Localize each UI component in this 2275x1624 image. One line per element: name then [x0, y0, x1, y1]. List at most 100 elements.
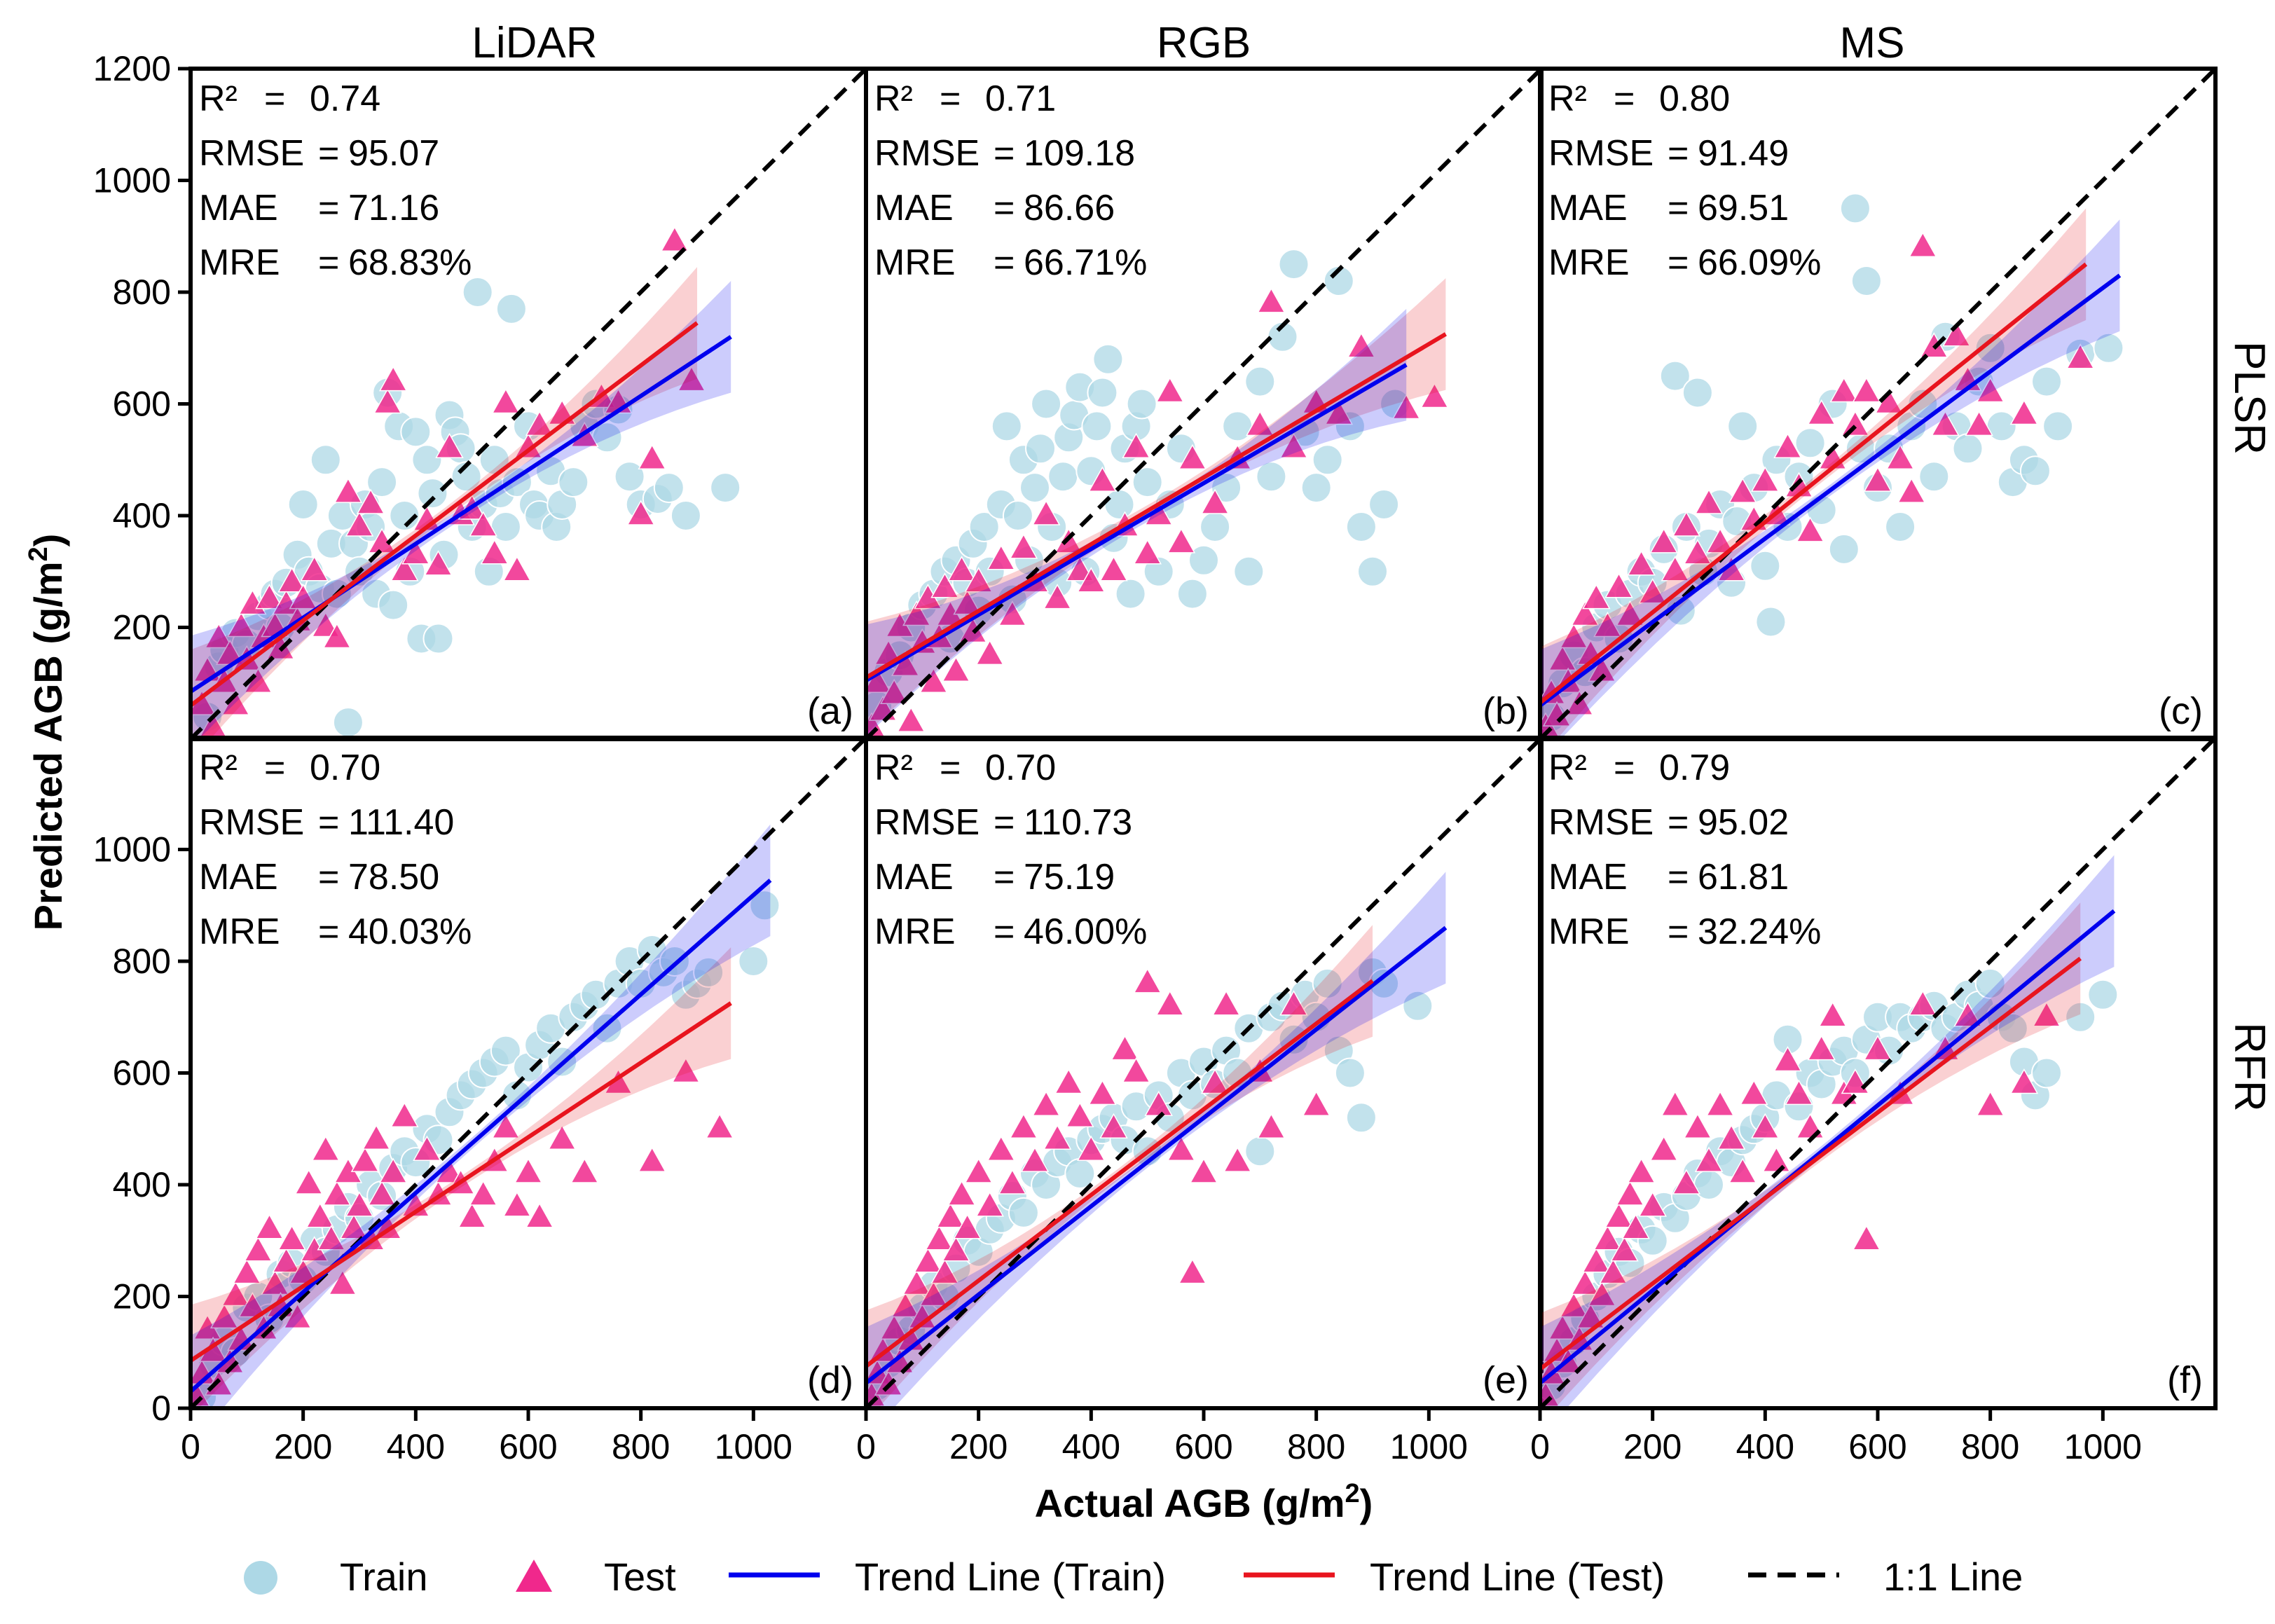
trend-line-test: [1540, 956, 2082, 1371]
stat-label: MAE: [199, 188, 278, 228]
trend-line-train: [866, 363, 1408, 682]
test-point: [925, 1225, 954, 1251]
x-tick-label: 400: [1736, 1427, 1794, 1466]
test-point: [305, 1202, 335, 1228]
test-point: [1122, 1057, 1150, 1083]
train-point: [378, 589, 409, 621]
train-point: [1345, 511, 1377, 542]
test-point: [255, 1213, 284, 1239]
train-point: [1974, 332, 2006, 364]
test-point: [378, 366, 408, 392]
stat-equals: =: [994, 857, 1015, 897]
test-point: [1088, 466, 1117, 492]
test-point: [1043, 584, 1072, 610]
train-point: [1659, 360, 1691, 392]
train-point: [1334, 1057, 1366, 1089]
panel-f-plot-area: [1540, 738, 2215, 1408]
stat-label: RMSE: [1548, 133, 1654, 174]
train-point: [1357, 556, 1388, 587]
test-point: [1031, 500, 1061, 525]
test-point: [1818, 1001, 1847, 1027]
test-point: [1548, 645, 1577, 671]
stat-value: 91.49: [1698, 133, 1789, 174]
train-point: [1368, 489, 1400, 520]
stat-label: R²: [1548, 78, 1587, 119]
stat-label: R²: [199, 78, 238, 119]
train-point: [1002, 500, 1033, 531]
test-point: [401, 1191, 430, 1217]
train-point: [490, 1035, 521, 1066]
test-point: [458, 1202, 486, 1228]
test-point: [491, 387, 521, 414]
test-point: [209, 1302, 239, 1329]
stat-value: 110.73: [1024, 802, 1132, 843]
x-tick-label: 0: [181, 1427, 200, 1466]
test-point: [1751, 466, 1780, 492]
trend-train-ci-band: [1540, 855, 2115, 1408]
stat-equals: =: [264, 78, 285, 119]
test-point: [1931, 410, 1960, 436]
test-point: [1683, 539, 1712, 565]
test-point: [998, 1169, 1027, 1195]
stat-label: RMSE: [1548, 802, 1654, 843]
y-tick-label: 800: [113, 942, 171, 981]
panel-c-plot-area: [1540, 69, 2215, 739]
train-point: [1850, 266, 1882, 296]
test-point: [902, 1269, 931, 1295]
train-point: [1885, 511, 1916, 542]
test-point: [1211, 990, 1241, 1016]
test-point: [1976, 1090, 2005, 1117]
test-point: [1807, 399, 1836, 425]
test-point: [255, 584, 284, 610]
one-to-one-line: [1540, 738, 2215, 1408]
test-point: [1133, 539, 1162, 565]
test-point: [311, 1135, 341, 1161]
trend-line-train: [1540, 273, 2122, 708]
train-point: [1750, 550, 1781, 582]
test-point: [373, 387, 402, 414]
test-point: [1593, 611, 1622, 638]
test-point: [1621, 1213, 1650, 1239]
trend-line-train: [191, 335, 732, 694]
test-point: [1740, 1079, 1768, 1106]
test-point: [1088, 1079, 1117, 1106]
x-tick-label: 800: [1287, 1427, 1345, 1466]
test-point: [1863, 1035, 1892, 1061]
legend-one-to-one-label: 1:1 Line: [1883, 1555, 2023, 1599]
x-tick-label: 200: [1623, 1427, 1682, 1466]
x-tick-label: 800: [1961, 1427, 2019, 1466]
stat-label: RMSE: [874, 802, 980, 843]
test-point: [942, 656, 970, 682]
stat-equals: =: [994, 802, 1015, 843]
test-point: [1155, 990, 1185, 1016]
train-point: [1008, 1197, 1039, 1228]
panel-tag: (e): [1483, 1359, 1529, 1401]
test-point: [677, 366, 706, 392]
x-tick-label: 600: [499, 1427, 557, 1466]
test-point: [283, 1302, 312, 1329]
test-point: [2009, 1068, 2039, 1094]
test-point: [964, 1157, 993, 1183]
train-point: [1312, 444, 1343, 476]
legend-train-marker: [244, 1561, 277, 1595]
train-point: [1176, 578, 1208, 610]
test-point: [350, 1146, 380, 1172]
test-point: [879, 1314, 909, 1340]
train-point: [1188, 544, 1219, 576]
train-point: [1025, 433, 1056, 465]
stat-equals: =: [994, 242, 1015, 283]
test-point: [1942, 321, 1971, 347]
stat-label: MRE: [1548, 242, 1630, 283]
train-point: [2087, 979, 2119, 1010]
stat-equals: =: [264, 748, 285, 788]
train-point: [670, 500, 701, 531]
train-point: [1092, 343, 1124, 375]
test-point: [1571, 1269, 1600, 1295]
test-point: [1965, 410, 1993, 436]
test-point: [1661, 1090, 1690, 1117]
train-point: [1402, 990, 1434, 1021]
stat-value: 66.09%: [1698, 242, 1821, 283]
test-point: [671, 1057, 701, 1083]
